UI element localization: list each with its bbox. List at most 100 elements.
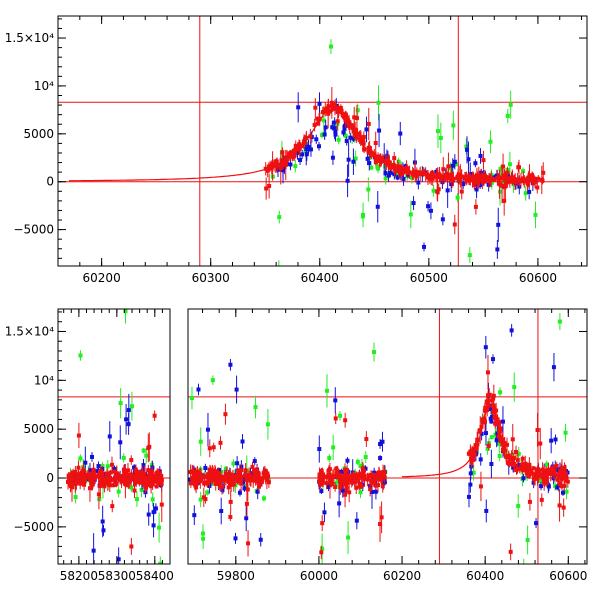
data-point <box>316 144 321 149</box>
data-point <box>78 353 83 358</box>
data-point <box>535 475 540 480</box>
data-point <box>116 557 121 562</box>
data-point <box>278 165 283 170</box>
data-point <box>365 156 370 161</box>
data-point <box>544 480 549 485</box>
data-point <box>149 462 154 467</box>
x-tick-label: 60600 <box>519 271 557 285</box>
bottom-chart: 58200 58300 58400 −5000 0 5000 10⁴ 1.5×10⁴ 59800… <box>5 308 588 583</box>
data-point <box>499 435 504 440</box>
data-point <box>551 365 556 370</box>
data-point <box>265 422 270 427</box>
data-point <box>144 481 149 486</box>
data-point <box>500 439 505 444</box>
data-point <box>264 477 269 482</box>
data-point <box>562 473 567 478</box>
data-point <box>262 468 267 473</box>
data-point <box>91 467 96 472</box>
data-point <box>140 480 145 485</box>
data-point <box>313 105 318 110</box>
data-point <box>430 176 435 181</box>
data-point <box>337 413 342 418</box>
data-point <box>354 133 359 138</box>
x-tick-label: 60000 <box>300 569 338 583</box>
data-point <box>76 465 81 470</box>
data-point <box>458 173 463 178</box>
data-point <box>367 161 372 166</box>
data-point <box>343 473 348 478</box>
data-point <box>524 465 529 470</box>
data-point <box>211 475 216 480</box>
plot-frame <box>187 308 588 565</box>
data-point <box>353 156 358 161</box>
data-point <box>350 470 355 475</box>
data-point <box>110 462 115 467</box>
data-point <box>348 135 353 140</box>
data-point <box>501 164 506 169</box>
data-point <box>123 309 128 314</box>
data-point <box>508 102 513 107</box>
data-point <box>234 387 239 392</box>
data-point <box>118 477 123 482</box>
data-point <box>354 485 359 490</box>
data-point <box>525 180 530 185</box>
data-point <box>112 469 117 474</box>
data-point <box>484 175 489 180</box>
data-point <box>256 484 261 489</box>
data-point <box>100 464 105 469</box>
data-point <box>375 483 380 488</box>
data-point <box>564 489 569 494</box>
data-point <box>213 481 218 486</box>
data-point <box>219 478 224 483</box>
data-point <box>517 165 522 170</box>
data-point <box>129 404 134 409</box>
data-point <box>556 473 561 478</box>
data-point <box>475 437 480 442</box>
data-point <box>428 208 433 213</box>
data-point <box>372 477 377 482</box>
data-point <box>475 442 480 447</box>
data-point <box>69 485 74 490</box>
data-point <box>536 467 541 472</box>
data-point <box>102 472 107 477</box>
data-point <box>434 174 439 179</box>
data-point <box>288 162 293 167</box>
data-point <box>474 178 479 183</box>
data-point <box>331 120 336 125</box>
data-point <box>87 468 92 473</box>
data-point <box>202 481 207 486</box>
data-point <box>91 548 96 553</box>
data-point <box>207 467 212 472</box>
data-point <box>544 462 549 467</box>
data-point <box>335 474 340 479</box>
data-point <box>331 474 336 479</box>
data-point <box>252 459 257 464</box>
data-point <box>344 115 349 120</box>
data-point <box>364 437 369 442</box>
data-point <box>453 162 458 167</box>
data-point <box>552 472 557 477</box>
data-point <box>240 439 245 444</box>
data-point <box>245 478 250 483</box>
data-point <box>510 459 515 464</box>
data-point <box>345 458 350 463</box>
data-point <box>291 154 296 159</box>
data-point <box>555 467 560 472</box>
data-point <box>334 471 339 476</box>
data-point <box>559 469 564 474</box>
data-point <box>330 155 335 160</box>
data-point <box>394 171 399 176</box>
data-point <box>373 483 378 488</box>
data-point <box>96 492 101 497</box>
data-point <box>338 485 343 490</box>
data-point <box>510 437 515 442</box>
data-point <box>86 472 91 477</box>
data-point <box>125 468 130 473</box>
data-point <box>543 473 548 478</box>
data-point <box>73 481 78 486</box>
data-point <box>228 472 233 477</box>
data-point <box>500 183 505 188</box>
data-point <box>324 388 329 393</box>
data-point <box>282 159 287 164</box>
